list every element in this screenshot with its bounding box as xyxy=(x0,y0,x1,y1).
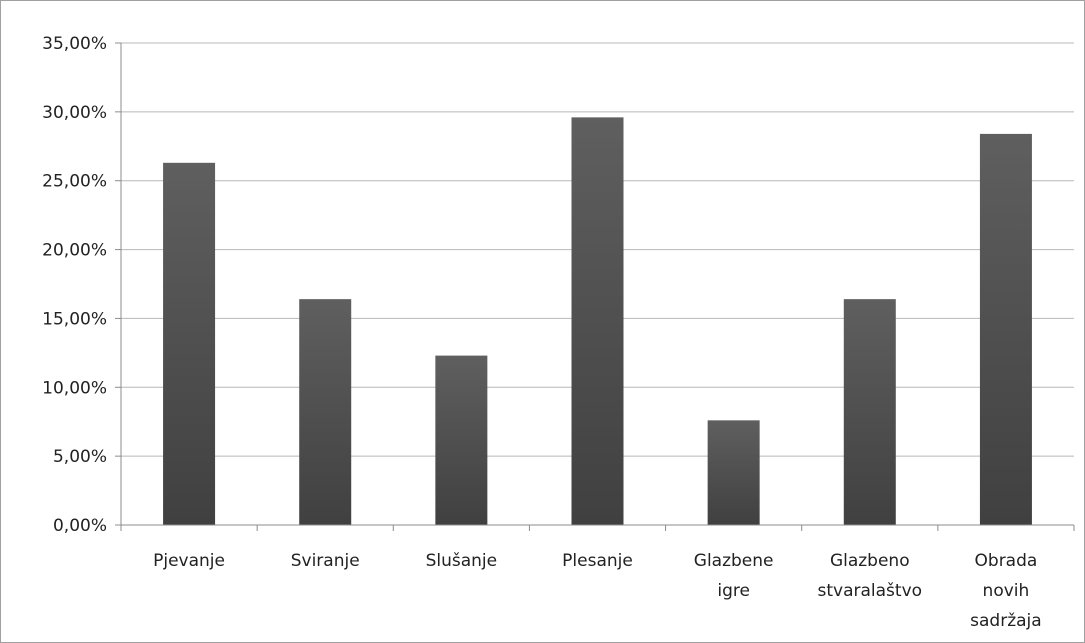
y-tick-label: 25,00% xyxy=(42,172,107,192)
bar xyxy=(435,355,488,525)
bar xyxy=(571,117,624,525)
x-category-label: Sviranje xyxy=(291,551,360,571)
y-axis-tick-labels: 0,00% 5,00% 10,00% 15,00% 20,00% 25,00% 30,00%… xyxy=(42,34,107,536)
bar xyxy=(979,133,1032,526)
bar xyxy=(843,299,896,525)
y-tick-label: 35,00% xyxy=(42,34,107,54)
bars xyxy=(163,117,1032,526)
bar xyxy=(707,420,760,525)
x-axis-category-labels: Pjevanje Sviranje Slušanje Plesanje Glazbene… xyxy=(153,551,1042,631)
x-category-label: Plesanje xyxy=(562,551,633,571)
x-category-label: Glazbene igre xyxy=(694,551,774,601)
x-category-label: Slušanje xyxy=(426,551,498,571)
axes xyxy=(120,43,1075,531)
x-category-label: Obrada novih sadržaja xyxy=(970,551,1042,631)
y-tick-label: 5,00% xyxy=(53,447,107,467)
y-tick-label: 10,00% xyxy=(42,378,107,398)
y-tick-label: 20,00% xyxy=(42,241,107,261)
x-category-label: Glazbeno stvaralaštvo xyxy=(818,551,923,601)
bar xyxy=(163,162,216,525)
y-tick-label: 15,00% xyxy=(42,309,107,329)
x-category-label: Pjevanje xyxy=(153,551,225,571)
bar xyxy=(299,299,352,525)
y-tick-label: 30,00% xyxy=(42,103,107,123)
y-tick-label: 0,00% xyxy=(53,516,107,536)
